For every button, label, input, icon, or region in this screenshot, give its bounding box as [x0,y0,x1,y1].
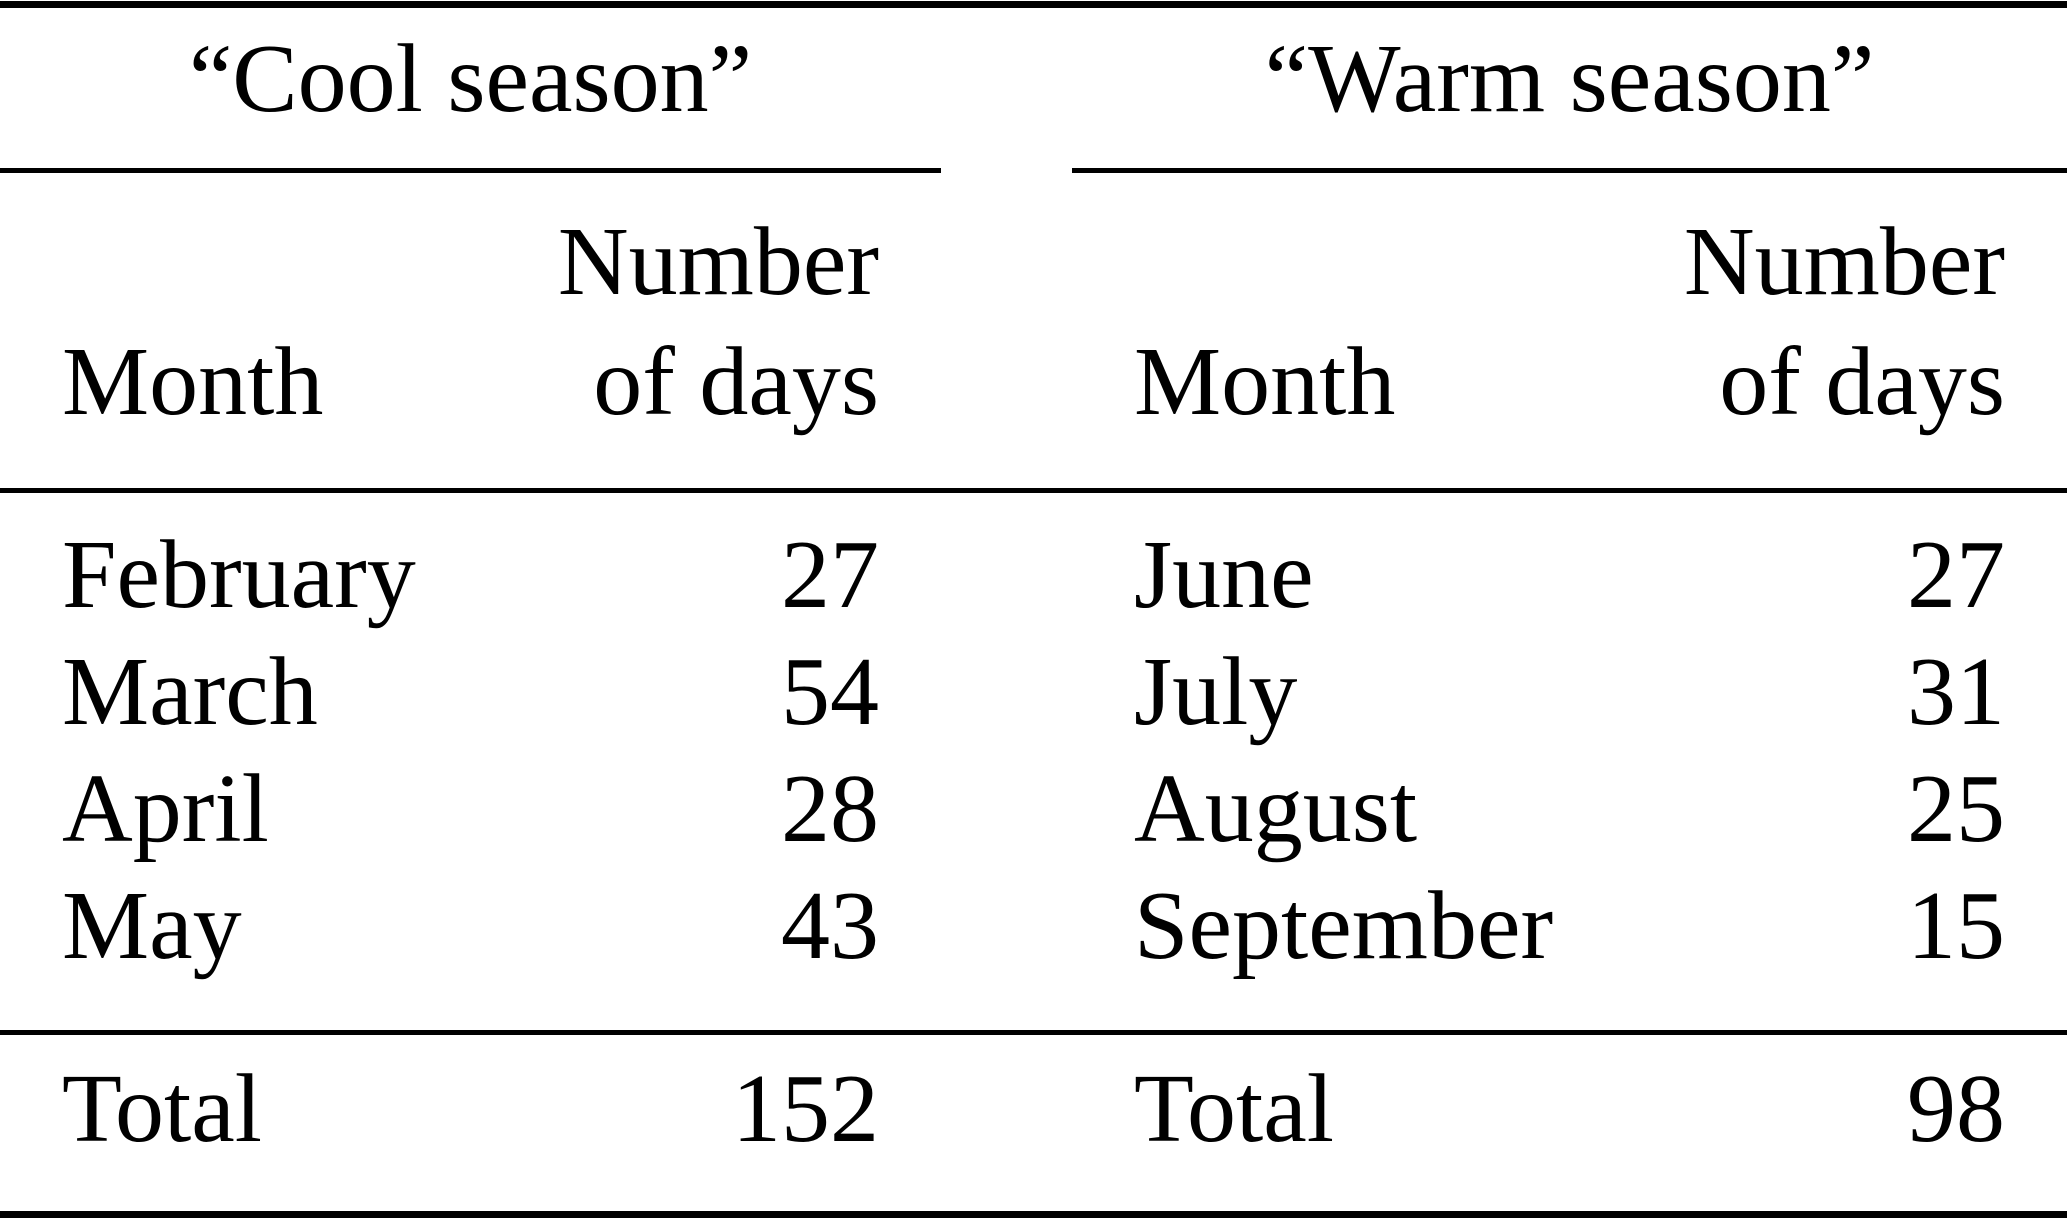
table-row: July 31 [1134,643,2005,741]
cool-season-header-rule [0,168,941,173]
days-cell: 43 [781,872,879,980]
warm-season-table: “Warm season” Number Month of days June … [1072,0,2067,1223]
days-cell: 27 [1907,521,2005,629]
total-value: 98 [1907,1055,2005,1163]
total-row: Total 98 [1134,1060,2005,1158]
column-header-number: Number [1683,208,2005,316]
warm-season-title: “Warm season” [1264,25,1875,133]
column-header-month: Month [62,328,324,436]
days-cell: 54 [781,638,879,746]
month-cell: June [1134,521,1314,629]
column-header-row: Month of days [1134,333,2005,431]
cool-season-table: “Cool season” Number Month of days Febru… [0,0,941,1223]
top-rule [0,1,2067,8]
days-cell: 28 [781,755,879,863]
month-cell: February [62,521,416,629]
days-cell: 27 [781,521,879,629]
column-header-of-days: of days [593,328,879,436]
table-row: May 43 [62,877,879,975]
total-row: Total 152 [62,1060,879,1158]
days-cell: 31 [1907,638,2005,746]
column-header-number: Number [557,208,879,316]
warm-season-header-rule [1072,168,2067,173]
table-row: August 25 [1134,760,2005,858]
total-label: Total [62,1055,262,1163]
table-row: September 15 [1134,877,2005,975]
total-separator-rule [0,1030,2067,1035]
table-row: March 54 [62,643,879,741]
month-cell: March [62,638,318,746]
total-value: 152 [732,1055,879,1163]
month-cell: August [1134,755,1418,863]
column-header-row: Month of days [62,333,879,431]
table-row: April 28 [62,760,879,858]
bottom-rule [0,1211,2067,1218]
days-cell: 25 [1907,755,2005,863]
column-header-of-days: of days [1719,328,2005,436]
column-header-rule [0,488,2067,493]
month-cell: September [1134,872,1554,980]
total-label: Total [1134,1055,1334,1163]
days-cell: 15 [1907,872,2005,980]
month-cell: April [62,755,269,863]
cool-season-title: “Cool season” [188,25,753,133]
column-header-month: Month [1134,328,1396,436]
month-cell: July [1134,638,1298,746]
month-cell: May [62,872,242,980]
table-row: February 27 [62,526,879,624]
table-row: June 27 [1134,526,2005,624]
